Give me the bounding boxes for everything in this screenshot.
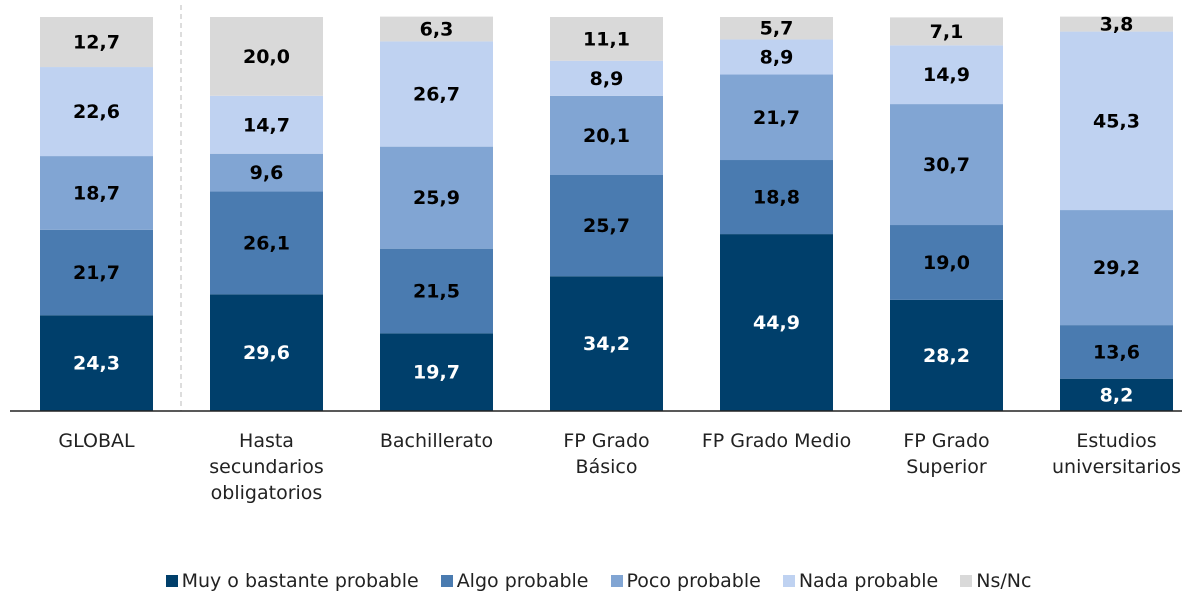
bar-segment xyxy=(550,174,663,277)
data-label: 21,5 xyxy=(413,281,460,303)
data-label: 8,2 xyxy=(1100,384,1134,406)
legend-label: Ns/Nc xyxy=(976,570,1032,592)
legend-label: Algo probable xyxy=(456,570,589,592)
bar-segment xyxy=(1060,210,1173,326)
data-label: 18,8 xyxy=(753,187,800,209)
bar-segment xyxy=(720,74,833,161)
legend-swatch xyxy=(960,575,973,587)
data-label: 5,7 xyxy=(760,18,794,40)
data-label: 34,2 xyxy=(583,333,630,355)
x-tick-label: Estudios universitarios xyxy=(1052,430,1181,478)
data-label: 26,7 xyxy=(413,84,460,106)
bar-segment xyxy=(380,248,493,334)
bar-segment xyxy=(380,41,493,147)
bar-segment xyxy=(720,39,833,75)
bar-segment xyxy=(1060,378,1173,411)
bar-segment xyxy=(890,299,1003,411)
data-label: 20,0 xyxy=(243,46,290,68)
data-label: 11,1 xyxy=(583,28,630,50)
data-label: 24,3 xyxy=(73,353,120,375)
data-label: 45,3 xyxy=(1093,110,1140,132)
data-label: 14,7 xyxy=(243,114,290,136)
bar-segment xyxy=(40,315,153,411)
bar-segment xyxy=(210,294,323,411)
bar-segment xyxy=(210,95,323,154)
data-label: 13,6 xyxy=(1093,341,1140,363)
data-label: 21,7 xyxy=(753,107,800,129)
data-label: 20,1 xyxy=(583,125,630,147)
legend-swatch xyxy=(165,575,178,587)
bar-segment xyxy=(550,95,663,175)
bar-segment xyxy=(40,156,153,230)
legend-label: Nada probable xyxy=(798,570,939,592)
legend-item: Ns/Nc xyxy=(960,570,1031,592)
legend-item: Poco probable xyxy=(610,570,761,592)
data-label: 26,1 xyxy=(243,232,290,254)
legend-swatch xyxy=(782,575,795,587)
bar-segment xyxy=(890,17,1003,46)
x-tick-label: FP Grado Medio xyxy=(701,430,852,452)
bar-segment xyxy=(1060,16,1173,32)
data-label: 25,7 xyxy=(583,215,630,237)
bar-segment xyxy=(550,17,663,61)
data-label: 29,6 xyxy=(243,342,290,364)
data-label: 12,7 xyxy=(73,32,120,54)
legend-label: Muy o bastante probable xyxy=(181,570,419,592)
data-label: 19,0 xyxy=(923,252,970,274)
data-label: 44,9 xyxy=(753,312,800,334)
data-label: 19,7 xyxy=(413,362,460,384)
legend-item: Muy o bastante probable xyxy=(165,570,419,592)
bar-segment xyxy=(720,160,833,235)
data-label: 8,9 xyxy=(590,68,624,90)
legend-swatch xyxy=(610,575,623,587)
data-label: 8,9 xyxy=(760,46,794,68)
legend-swatch xyxy=(440,575,453,587)
bar-segment xyxy=(550,60,663,96)
legend-item: Nada probable xyxy=(782,570,939,592)
bar-segment xyxy=(210,153,323,192)
x-tick-label: FP Grado Básico xyxy=(563,430,650,478)
bar-segment xyxy=(550,276,663,411)
bar-segment xyxy=(890,225,1003,300)
chart: 24,3 21,7 18,7 22,6 12,7 29,6 26,1 9,6 14,7 20,0 1… xyxy=(10,5,1182,412)
data-label: 25,9 xyxy=(413,187,460,209)
data-label: 14,9 xyxy=(923,64,970,86)
x-tick-label: FP Grado Superior xyxy=(903,430,990,478)
x-tick-label: GLOBAL xyxy=(58,430,135,452)
bar-segment xyxy=(720,234,833,411)
data-label: 22,6 xyxy=(73,101,120,123)
bar-segment xyxy=(380,333,493,411)
bar-segment xyxy=(1060,31,1173,211)
bar-segment xyxy=(380,146,493,249)
legend-label: Poco probable xyxy=(626,570,761,592)
bar-segment xyxy=(380,16,493,42)
bar-segment xyxy=(890,45,1003,105)
data-label: 30,7 xyxy=(923,154,970,176)
x-tick-label: Bachillerato xyxy=(379,430,494,452)
x-tick-label: Hasta secundarios obligatorios xyxy=(209,430,324,504)
data-label: 29,2 xyxy=(1093,257,1140,279)
bar-segment xyxy=(720,17,833,40)
legend-item: Algo probable xyxy=(440,570,589,592)
bar-segment xyxy=(40,17,153,68)
data-label: 7,1 xyxy=(930,21,964,43)
legend: Muy o bastante probable Algo probable Poco… xyxy=(0,570,1197,592)
data-label: 9,6 xyxy=(250,162,284,184)
bar-segment xyxy=(40,67,153,157)
data-label: 28,2 xyxy=(923,345,970,367)
data-label: 21,7 xyxy=(73,262,120,284)
data-label: 6,3 xyxy=(420,19,454,41)
bar-segment xyxy=(890,104,1003,226)
bar-segment xyxy=(210,17,323,96)
bar-segment xyxy=(1060,325,1173,379)
bar-segment xyxy=(40,229,153,316)
data-label: 3,8 xyxy=(1100,14,1134,36)
data-label: 18,7 xyxy=(73,182,120,204)
bar-segment xyxy=(210,191,323,295)
